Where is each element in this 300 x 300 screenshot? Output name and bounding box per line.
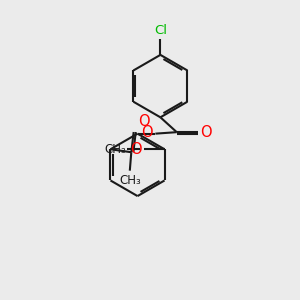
Text: CH₃: CH₃: [119, 174, 141, 187]
Text: O: O: [200, 125, 212, 140]
Text: O: O: [141, 125, 152, 140]
Text: Cl: Cl: [154, 24, 167, 37]
Text: O: O: [138, 114, 149, 129]
Text: O: O: [130, 142, 141, 157]
Text: CH₃: CH₃: [104, 143, 126, 156]
